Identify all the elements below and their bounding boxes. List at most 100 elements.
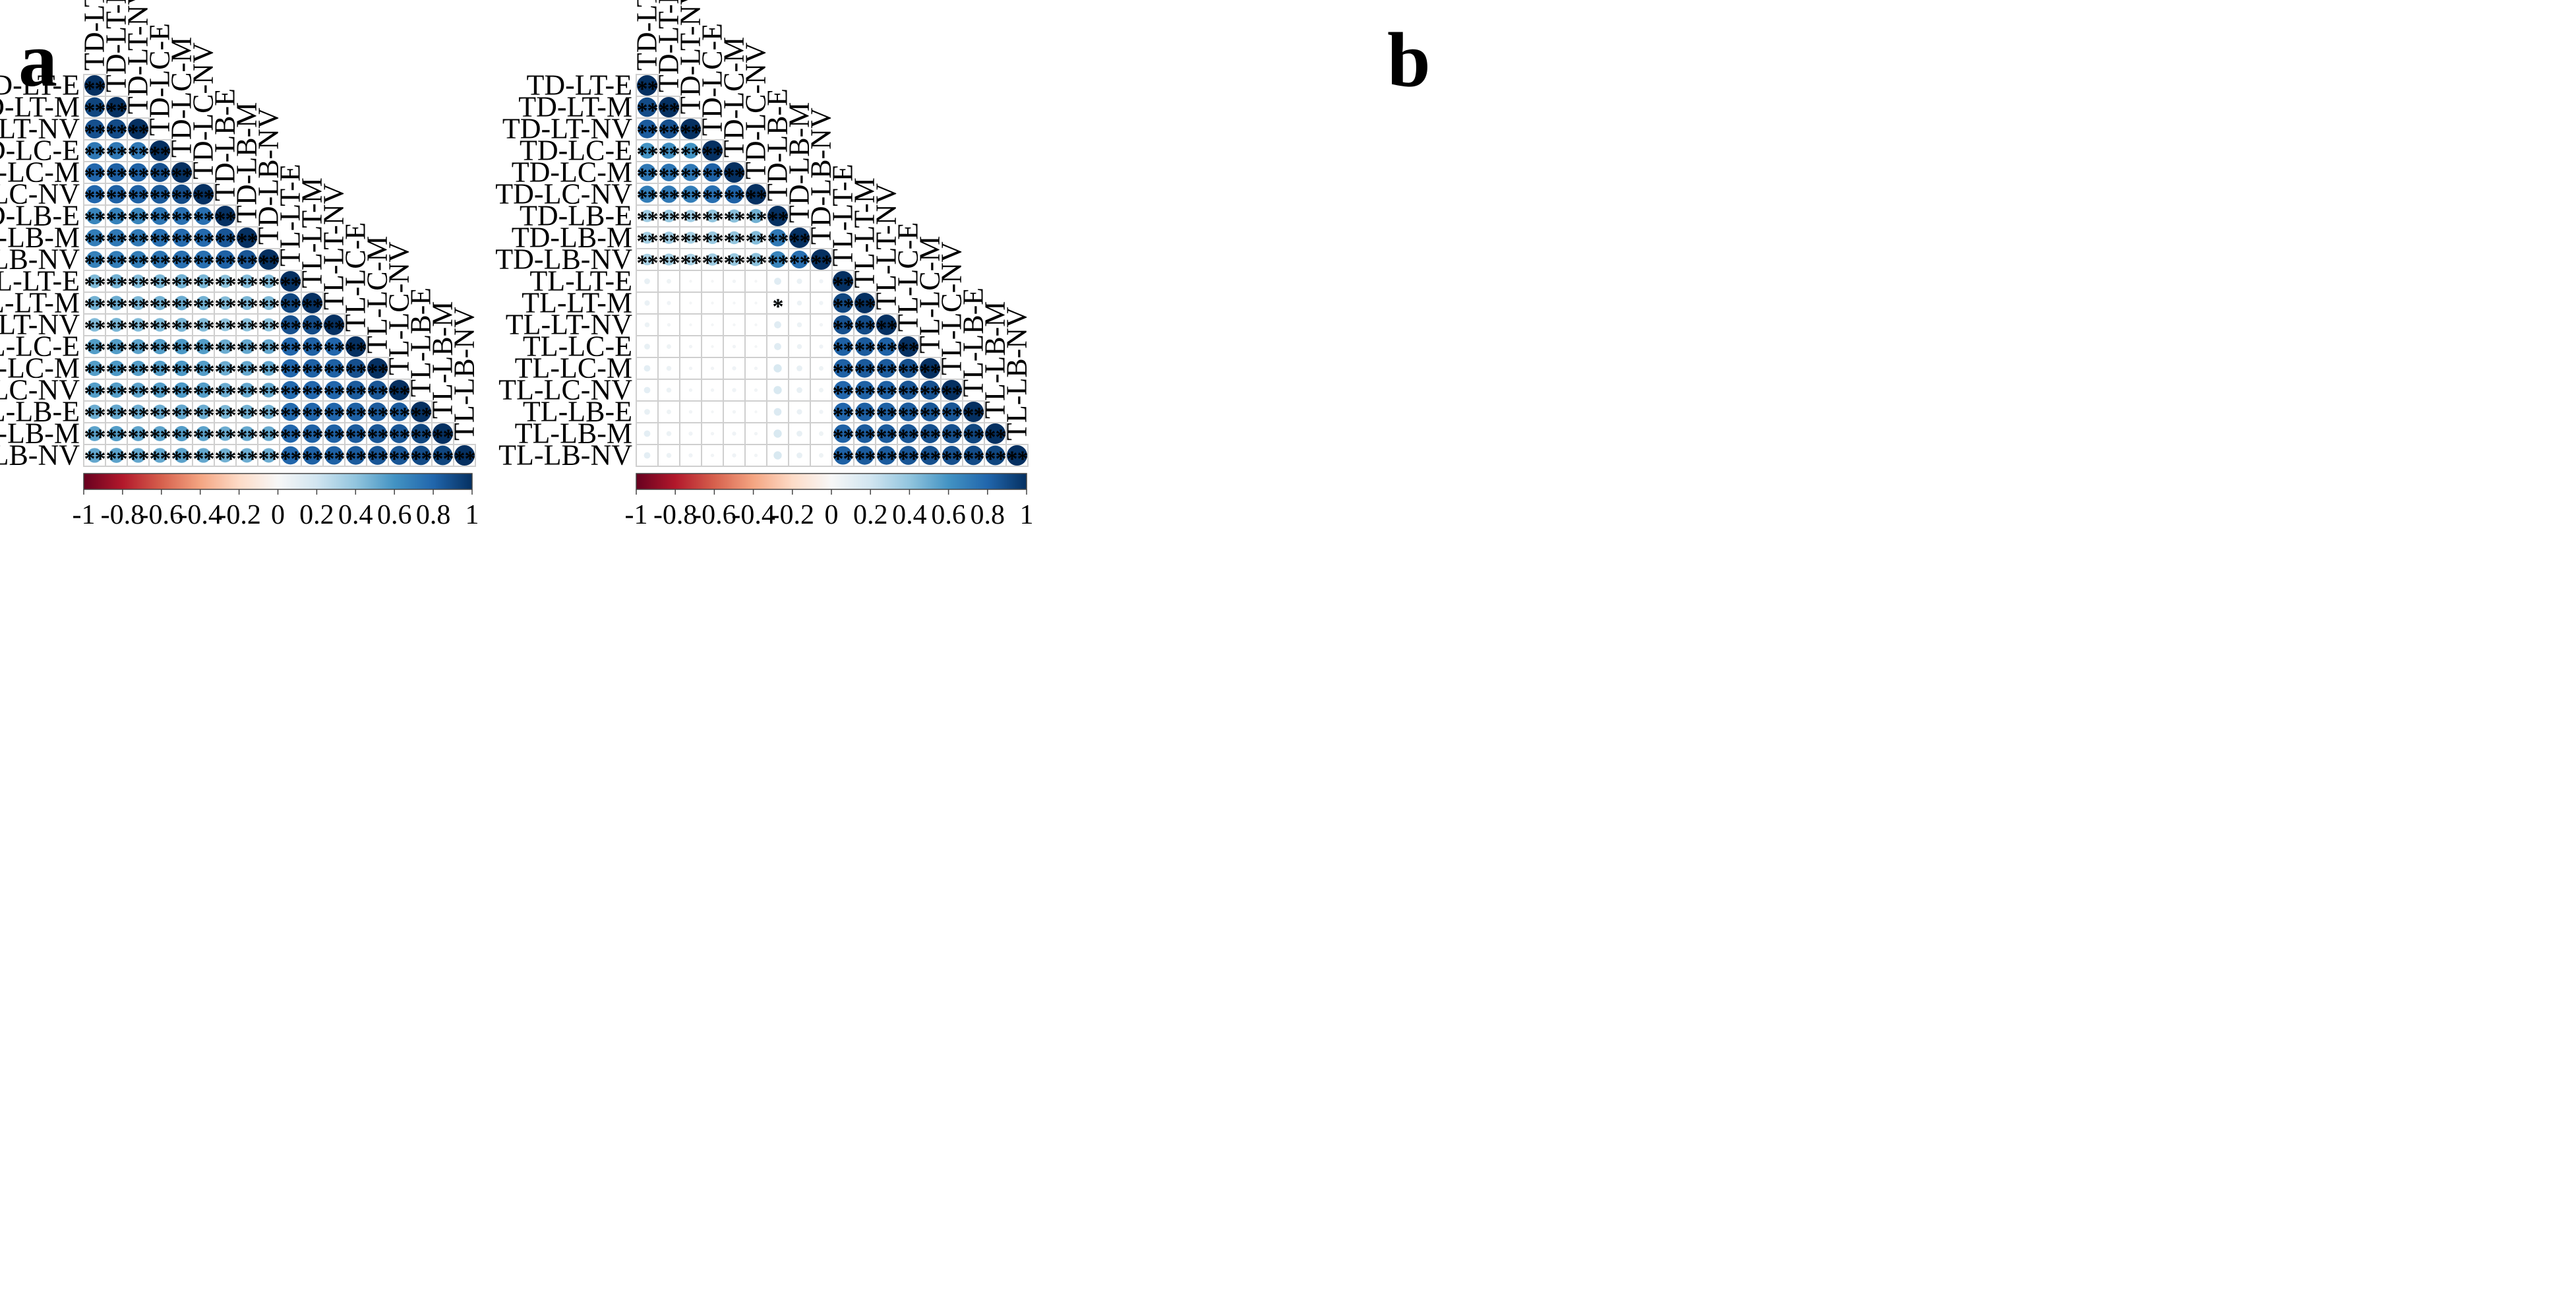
correlation-circle [774,278,781,285]
significance-mark: ** [411,447,432,472]
correlation-circle [303,337,322,356]
correlation-circle [280,293,301,313]
correlation-circle [280,315,301,335]
colorbar-tick-label: -0.6 [692,500,736,530]
correlation-circle [107,207,125,225]
correlation-circle [644,452,651,459]
correlation-circle [261,426,276,441]
column-label: TL-LC-M [361,236,394,353]
correlation-circle [129,142,147,160]
correlation-circle [346,402,365,421]
colorbar-tick-label: 0.6 [377,500,412,530]
correlation-circle [754,366,758,371]
correlation-circle [196,274,211,289]
correlation-circle [702,140,723,161]
significance-mark: ** [84,447,105,472]
correlation-circle [109,404,124,419]
significance-mark: ** [150,447,171,472]
correlation-circle [796,322,802,328]
correlation-circle [108,425,125,442]
correlation-circle [174,274,189,289]
correlation-circle [644,344,650,350]
correlation-circle [942,423,962,444]
correlation-circle [644,386,651,394]
correlation-circle [193,184,214,204]
correlation-circle [711,323,714,326]
correlation-circle [324,381,344,400]
row-label: TL-LB-NV [498,439,632,472]
correlation-circle [262,274,276,288]
correlation-circle [754,453,758,458]
correlation-circle [107,142,125,160]
correlation-circle [641,231,653,244]
correlation-circle [790,250,809,269]
correlation-circle [281,337,300,356]
correlation-circle [240,274,254,288]
significance-mark: ** [171,447,193,472]
correlation-circle [152,360,168,377]
correlation-circle [150,228,169,247]
column-label: TD-LC-E [144,23,176,136]
row-label: TL-LC-E [0,330,80,363]
colorbar-tick-label: -0.6 [140,500,184,530]
correlation-circle [706,253,719,266]
correlation-circle [433,423,453,444]
correlation-circle [833,402,853,421]
correlation-circle [411,402,431,422]
row-label: TL-LB-M [0,417,80,450]
correlation-circle [390,402,409,421]
column-label: TL-LT-M [296,177,328,288]
correlation-circle [877,402,896,421]
panel-a-letter: a [18,16,57,103]
significance-mark: ** [345,447,367,472]
significance-mark: ** [280,447,301,472]
correlation-circle [239,383,255,398]
column-label: TD-LC-NV [187,42,220,179]
correlation-circle [239,404,255,419]
correlation-circle [131,295,146,311]
correlation-circle [659,119,679,139]
correlation-circle [368,381,387,400]
correlation-circle [85,163,104,182]
colorbar-tick-label: 0.2 [853,500,888,530]
colorbar-tick-label: 0.4 [338,500,373,530]
correlation-circle [819,322,824,327]
correlation-circle [688,344,693,349]
correlation-circle [710,431,715,436]
correlation-circle [129,185,148,204]
correlation-circle [84,97,105,117]
correlation-circle [833,337,853,356]
correlation-circle [108,360,125,377]
row-label: TL-LC-M [0,352,80,384]
correlation-circle [688,453,693,458]
correlation-circle [819,344,824,349]
correlation-circle [749,231,763,245]
correlation-circle [638,164,656,181]
correlation-circle [196,295,211,311]
correlation-circle [773,408,782,416]
correlation-circle [281,402,300,421]
row-label: TL-LB-NV [0,439,80,472]
correlation-circle [86,251,104,268]
panel-a-column-labels: TD-LT-ETD-LT-MTD-LT-NVTD-LC-ETD-LC-MTD-L… [78,0,481,441]
row-label: TL-LC-NV [0,374,80,406]
correlation-circle [748,208,764,224]
correlation-circle [732,410,736,414]
colorbar-tick-label: 0 [825,500,839,530]
significance-mark: * [773,295,783,319]
correlation-circle [796,365,802,371]
correlation-circle [174,448,189,463]
correlation-circle [302,293,322,313]
correlation-circle [194,250,213,269]
correlation-circle [711,280,714,283]
correlation-circle [644,300,650,306]
correlation-circle [663,253,675,266]
correlation-circle [324,359,344,378]
correlation-circle [796,387,802,393]
correlation-circle [644,365,651,372]
correlation-circle [920,402,940,421]
correlation-circle [754,431,758,436]
correlation-circle [710,453,715,458]
correlation-circle [218,383,233,398]
row-label: TL-LT-E [0,265,80,297]
